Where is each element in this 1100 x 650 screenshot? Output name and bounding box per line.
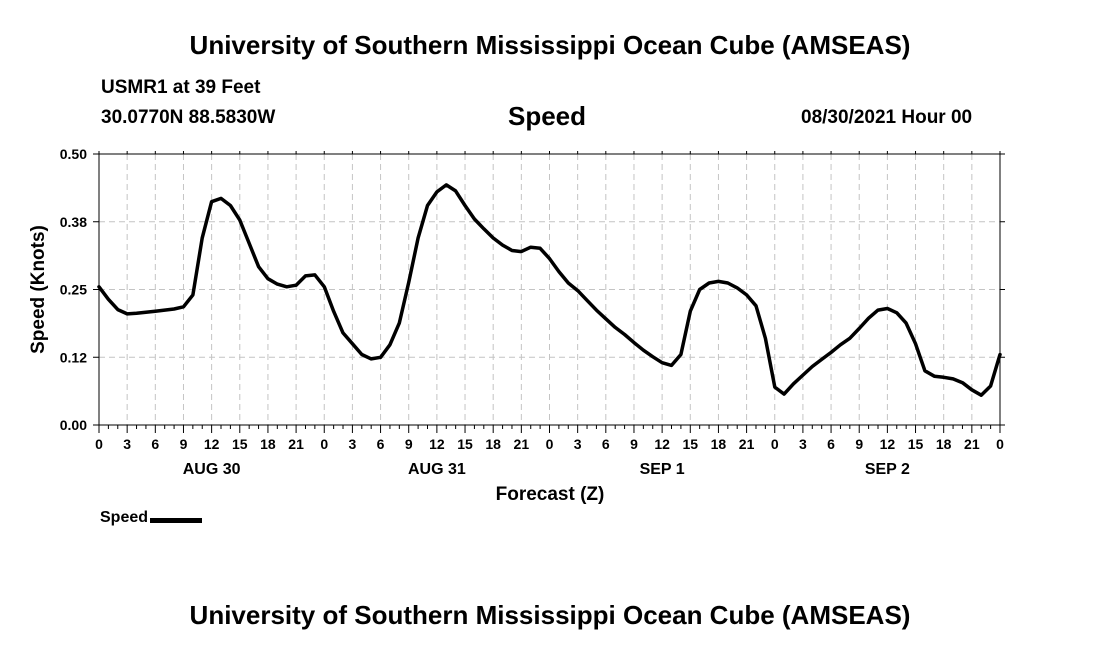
timestamp-label: 08/30/2021 Hour 00 [801, 107, 973, 128]
x-tick-label-25: 3 [799, 436, 807, 452]
x-tick-label-23: 21 [739, 436, 755, 452]
legend-label-speed: Speed [100, 509, 149, 526]
x-tick-label-15: 21 [514, 436, 530, 452]
labels: 0 3 6 9 12 15 18 21 0 3 6 9 12 15 18 21 0 3 6 9 12 15 18 21 0 3 6 9… [28, 146, 1004, 505]
y-axis-title: Speed (Knots) [28, 225, 49, 354]
x-tick-label-9: 3 [349, 436, 357, 452]
date-label-3: SEP 2 [865, 461, 910, 478]
x-tick-label-1: 3 [123, 436, 131, 452]
chart-title: Speed [508, 101, 587, 131]
x-tick-label-5: 15 [232, 436, 248, 452]
x-tick-label-21: 15 [682, 436, 698, 452]
legend: Speed [100, 509, 203, 527]
x-tick-label-19: 9 [630, 436, 638, 452]
y-tick-label-2: 0.25 [60, 282, 87, 298]
top-title: University of Southern Mississippi Ocean… [189, 30, 911, 60]
date-label-0: AUG 30 [183, 461, 241, 478]
x-tick-label-17: 3 [574, 436, 582, 452]
x-tick-label-8: 0 [320, 436, 328, 452]
x-tick-label-16: 0 [546, 436, 554, 452]
x-tick-label-18: 6 [602, 436, 610, 452]
x-tick-label-14: 18 [485, 436, 501, 452]
y-tick-label-3: 0.38 [60, 214, 87, 230]
x-axis-title: Forecast (Z) [496, 484, 605, 505]
grid [99, 154, 1000, 425]
x-tick-label-10: 6 [377, 436, 385, 452]
x-tick-label-26: 6 [827, 436, 835, 452]
station-label: USMR1 at 39 Feet [101, 77, 261, 98]
coordinates-label: 30.0770N 88.5830W [101, 107, 276, 128]
x-tick-label-4: 12 [204, 436, 220, 452]
x-tick-label-31: 21 [964, 436, 980, 452]
series-line-speed [97, 183, 1002, 397]
y-tick-label-1: 0.12 [60, 349, 87, 365]
x-tick-label-11: 9 [405, 436, 413, 452]
x-tick-label-3: 9 [180, 436, 188, 452]
x-tick-label-12: 12 [429, 436, 445, 452]
series-layer [97, 183, 1002, 397]
x-tick-label-27: 9 [855, 436, 863, 452]
x-tick-label-0: 0 [95, 436, 103, 452]
x-tick-label-30: 18 [936, 436, 952, 452]
x-tick-label-29: 15 [908, 436, 924, 452]
legend-swatch-speed [150, 517, 203, 523]
y-tick-label-0: 0.00 [60, 417, 87, 433]
x-tick-label-24: 0 [771, 436, 779, 452]
x-tick-label-2: 6 [151, 436, 159, 452]
x-tick-label-22: 18 [711, 436, 727, 452]
x-tick-label-28: 12 [880, 436, 896, 452]
date-label-2: SEP 1 [640, 461, 685, 478]
x-tick-label-32: 0 [996, 436, 1004, 452]
axes [93, 151, 1005, 433]
x-tick-label-6: 18 [260, 436, 276, 452]
x-tick-label-7: 21 [288, 436, 304, 452]
y-tick-label-4: 0.50 [60, 146, 87, 162]
date-label-1: AUG 31 [408, 461, 466, 478]
x-tick-label-20: 12 [654, 436, 670, 452]
x-tick-label-13: 15 [457, 436, 473, 452]
bottom-title: University of Southern Mississippi Ocean… [189, 600, 911, 630]
